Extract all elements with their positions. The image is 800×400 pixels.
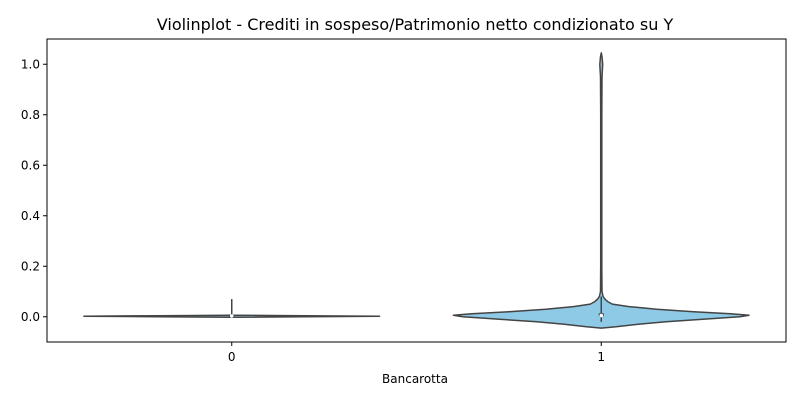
plot-frame [46, 38, 787, 343]
x-tick-label: 0 [228, 350, 236, 364]
x-tick-label: 1 [597, 350, 605, 364]
y-tick-label: 0.2 [21, 259, 40, 273]
violin-median [599, 313, 604, 318]
violin-body [452, 52, 750, 329]
x-axis-label: Bancarotta [382, 372, 448, 386]
y-tick-label: 0.4 [21, 209, 40, 223]
y-tick-label: 0.6 [21, 158, 40, 172]
violin-0 [83, 299, 381, 319]
violin-median [229, 314, 234, 318]
y-axis: 0.0 0.2 0.4 0.6 0.8 1.0 [21, 57, 47, 324]
plot-area [46, 38, 787, 343]
y-tick-label: 0.0 [21, 310, 40, 324]
violin-1 [452, 52, 750, 329]
violins [83, 52, 750, 329]
y-tick-label: 1.0 [21, 57, 40, 71]
chart-title: Violinplot - Crediti in sospeso/Patrimon… [157, 15, 674, 34]
y-tick-label: 0.8 [21, 108, 40, 122]
